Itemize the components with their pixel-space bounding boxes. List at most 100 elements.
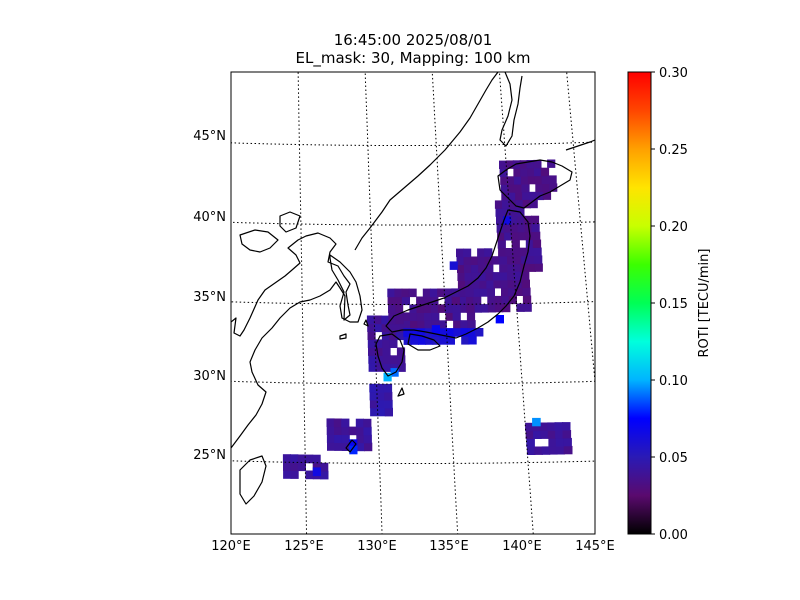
roti-cell (423, 304, 432, 313)
roti-cell (297, 454, 306, 464)
roti-cell (456, 248, 465, 258)
roti-cell (523, 303, 532, 312)
roti-cell (517, 223, 526, 233)
roti-cell (326, 426, 335, 435)
roti-cell (381, 331, 390, 341)
roti-cell (367, 339, 376, 348)
roti-cell (320, 462, 329, 472)
roti-cell (437, 304, 447, 313)
roti-cell (473, 304, 482, 313)
roti-cell (499, 168, 508, 177)
roti-cell (290, 470, 299, 479)
y-tick-label: 25°N (193, 448, 226, 463)
roti-cell (500, 279, 509, 289)
roti-cell (466, 304, 475, 313)
roti-cell (446, 328, 455, 337)
roti-cell (384, 391, 393, 401)
roti-cell (349, 445, 358, 455)
roti-cell (526, 160, 535, 169)
roti-cell (374, 323, 383, 333)
roti-cell (525, 239, 534, 249)
coastline-shikoku (407, 333, 441, 351)
coastline-jeju (339, 333, 347, 340)
roti-cell (487, 296, 496, 305)
roti-cell (526, 438, 535, 448)
roti-cell (395, 315, 404, 325)
colorbar-tick-label: 0.00 (659, 528, 688, 543)
roti-cell (535, 183, 544, 193)
roti-cell (334, 426, 343, 435)
roti-cell (437, 288, 446, 297)
roti-cell (424, 312, 433, 321)
roti-cell (507, 176, 516, 185)
x-tick-label: 130°E (357, 539, 397, 554)
roti-cell (540, 430, 549, 439)
roti-cell (505, 160, 514, 169)
roti-cell (327, 442, 336, 451)
roti-cell (533, 430, 542, 439)
roti-cell (364, 442, 373, 452)
roti-cell (381, 315, 390, 325)
roti-cell (368, 363, 377, 372)
roti-cell (375, 339, 384, 348)
meridian-line (566, 72, 595, 387)
roti-cell (383, 363, 392, 372)
roti-cell (549, 446, 558, 455)
roti-cell (512, 255, 522, 265)
roti-cell (458, 296, 467, 305)
colorbar-tick-label: 0.05 (659, 451, 688, 466)
roti-cell (377, 407, 386, 417)
roti-cell (452, 304, 461, 313)
roti-cell (395, 304, 404, 314)
roti-cell (475, 328, 484, 337)
roti-cell (283, 470, 292, 479)
roti-cell (417, 328, 426, 337)
roti-cell (465, 288, 474, 297)
roti-cell (527, 175, 536, 185)
roti-cell (554, 422, 564, 431)
roti-cell (505, 248, 514, 257)
roti-cell (532, 231, 541, 240)
roti-cell (515, 287, 524, 296)
roti-cell (418, 336, 427, 345)
roti-cell (425, 336, 434, 345)
colorbar: 0.00 0.05 0.10 0.15 0.20 0.25 0.30 ROTI [TECU/… (627, 66, 712, 543)
roti-cell (497, 240, 506, 249)
roti-cell (375, 363, 384, 372)
roti-cell (484, 248, 493, 257)
roti-cell (485, 272, 494, 281)
roti-cell (423, 296, 432, 305)
roti-cell (388, 323, 397, 333)
roti-cell (282, 454, 291, 463)
roti-cell (532, 417, 541, 427)
roti-cell (521, 271, 530, 280)
roti-cell (367, 323, 376, 332)
roti-cell (457, 272, 466, 281)
roti-cell (534, 446, 543, 455)
roti-cell (430, 304, 439, 313)
roti-cell (401, 296, 410, 306)
coastline-honshu (385, 209, 531, 339)
roti-cell (349, 439, 358, 448)
parallel-line (231, 380, 595, 385)
roti-cell (477, 256, 486, 265)
roti-cell (515, 192, 524, 201)
roti-cell (563, 437, 572, 447)
roti-cell (520, 263, 529, 273)
roti-cell (534, 255, 543, 264)
roti-cell (466, 312, 476, 321)
roti-cell (522, 192, 531, 201)
roti-cell (497, 232, 506, 241)
roti-cell (390, 355, 399, 364)
roti-cell (512, 160, 521, 169)
roti-cell (529, 199, 538, 209)
x-tick-label: 145°E (575, 539, 615, 554)
roti-cell (305, 470, 314, 480)
colorbar-gradient (628, 72, 651, 534)
roti-cell (505, 256, 514, 265)
roti-cell (348, 426, 357, 436)
roti-cell (548, 438, 557, 447)
roti-cell (472, 288, 481, 297)
roti-cell (541, 446, 551, 455)
roti-cell (542, 191, 552, 200)
